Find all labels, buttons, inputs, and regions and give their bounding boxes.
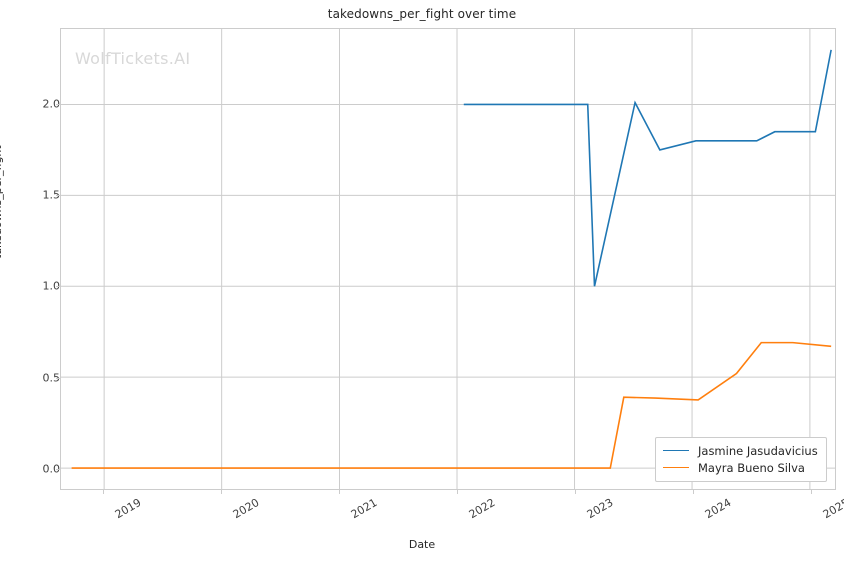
x-tick-mark (339, 490, 341, 494)
legend-color-swatch (663, 450, 689, 451)
y-tick-mark (56, 103, 60, 105)
x-tick-mark (692, 490, 694, 494)
grid-lines (61, 29, 835, 489)
x-tick-label: 2021 (348, 496, 380, 522)
x-tick-label: 2019 (113, 496, 144, 522)
y-axis-label: takedowns_per_fight (0, 145, 4, 259)
y-tick-label: 2.0 (42, 97, 61, 111)
chart-title: takedowns_per_fight over time (327, 7, 517, 21)
legend-label: Jasmine Jasudavicius (698, 443, 818, 458)
x-tick-label: 2023 (584, 496, 616, 522)
chart-legend[interactable]: Jasmine Jasudavicius Mayra Bueno Silva (655, 437, 827, 482)
plot-area: WolfTickets.AI (60, 28, 836, 490)
y-tick-mark (56, 195, 60, 197)
y-tick-label: 0.5 (42, 371, 61, 385)
y-tick-label: 0.0 (42, 462, 61, 476)
series-line (464, 50, 831, 286)
x-tick-label: 2024 (702, 496, 734, 522)
x-axis-label: Date (408, 538, 436, 551)
y-tick-mark (56, 286, 60, 288)
x-tick-mark (574, 490, 576, 494)
legend-label: Mayra Bueno Silva (698, 460, 805, 475)
legend-color-swatch (663, 467, 689, 468)
legend-item[interactable]: Mayra Bueno Silva (663, 459, 818, 476)
x-tick-mark (457, 490, 459, 494)
x-tick-mark (103, 490, 105, 494)
watermark: WolfTickets.AI (75, 49, 191, 68)
x-tick-mark (221, 490, 223, 494)
x-tick-label: 2020 (230, 496, 262, 522)
legend-item[interactable]: Jasmine Jasudavicius (663, 442, 818, 459)
x-tick-label: 2025 (820, 496, 844, 522)
y-tick-label: 1.0 (42, 279, 61, 293)
series-lines (61, 29, 835, 489)
y-tick-mark (56, 377, 60, 379)
x-tick-mark (810, 490, 812, 494)
y-tick-label: 1.5 (42, 188, 61, 202)
y-tick-mark (56, 469, 60, 470)
series-line (72, 343, 832, 468)
x-tick-label: 2022 (466, 496, 498, 522)
